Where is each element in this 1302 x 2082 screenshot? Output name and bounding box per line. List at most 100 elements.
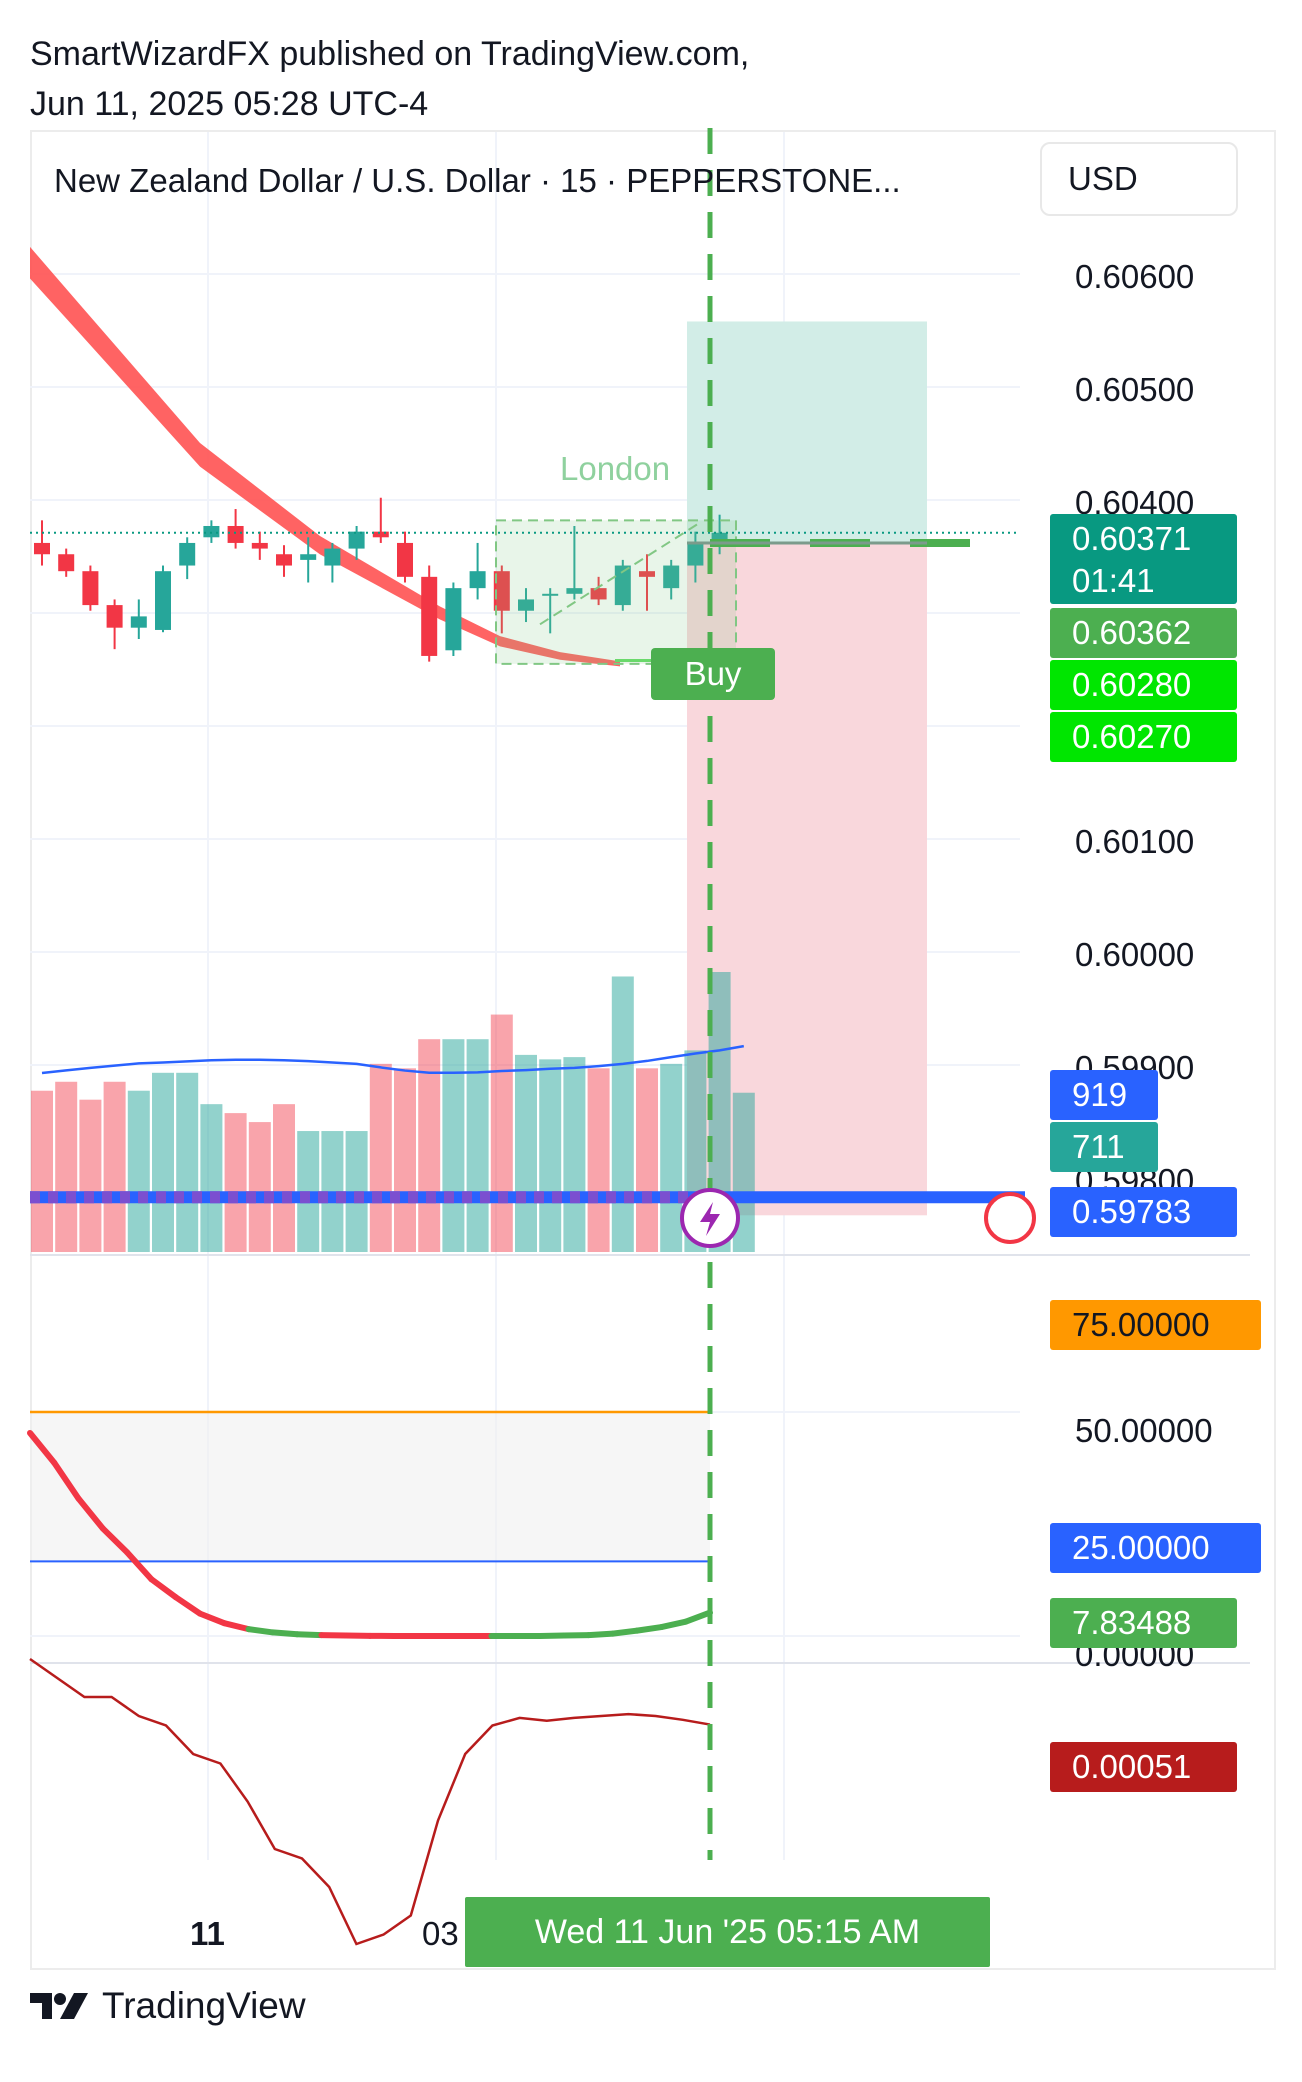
buy-signal-tag: Buy (651, 648, 775, 700)
volume-bar (539, 1059, 562, 1252)
oscillator-segment (197, 1610, 228, 1627)
tradingview-logo-icon (30, 1993, 88, 2019)
candle-body (372, 531, 389, 538)
oscillator-segment (585, 1630, 616, 1639)
volume-bar (152, 1072, 174, 1252)
candle-body (58, 554, 75, 572)
candle-body (566, 588, 583, 594)
profit-zone (687, 321, 927, 543)
price-label-signal-low: 0.60270 (1050, 712, 1237, 762)
last-price: 0.60371 (1072, 520, 1192, 557)
macd-pane (29, 1657, 711, 1946)
candle-body (518, 599, 534, 611)
volume-label: 711 (1050, 1122, 1158, 1172)
overbought-label: 75.00000 (1050, 1300, 1261, 1350)
volume-bar (515, 1054, 537, 1252)
oscillator-segment (148, 1576, 179, 1601)
tradingview-logo-text: TradingView (102, 1985, 306, 2026)
candle-body (227, 525, 244, 543)
candle-body (300, 554, 317, 560)
volume-ma-label: 919 (1050, 1070, 1158, 1120)
volume-bar (587, 1068, 610, 1252)
oscillator-pane (27, 1410, 713, 1639)
volume-bar (200, 1104, 223, 1252)
lightning-bolt (700, 1202, 720, 1236)
candles (34, 497, 728, 662)
oscillator-segment (124, 1549, 155, 1583)
crosshair-time-label: Wed 11 Jun '25 05:15 AM (465, 1897, 990, 1967)
x-tick-03: 03 (422, 1915, 459, 1952)
oscillator-segment (99, 1525, 131, 1556)
candle-body (542, 593, 559, 596)
candle-body (397, 542, 413, 577)
candle-body (711, 532, 728, 543)
volume-bar (224, 1113, 247, 1252)
candle-body (445, 588, 462, 651)
candle-body (687, 542, 704, 566)
us-flag-icon (984, 1192, 1036, 1244)
crosshair (680, 128, 1036, 1860)
candle-body (639, 571, 655, 577)
oscillator-segment (27, 1429, 58, 1466)
candle-body (421, 576, 438, 656)
y-tick: 0.60000 (1075, 936, 1195, 973)
chart-canvas[interactable] (0, 0, 1302, 1970)
volume-bar (79, 1099, 102, 1252)
oscillator-label: 7.83488 (1050, 1598, 1237, 1648)
volume-bar (31, 1090, 53, 1252)
volume-bar (611, 976, 634, 1252)
x-tick-11: 11 (190, 1915, 225, 1952)
y-tick: 0.60100 (1075, 823, 1195, 860)
macd-line (29, 1657, 711, 1946)
volume-bar (369, 1063, 392, 1252)
candle-body (348, 531, 365, 549)
volume-bar (127, 1090, 150, 1252)
publisher-line: SmartWizardFX published on TradingView.c… (30, 35, 750, 73)
currency-button[interactable]: USD (1040, 142, 1238, 216)
candle-body (179, 542, 196, 566)
candle-body (663, 565, 680, 589)
oscillator-segment (682, 1609, 713, 1625)
candle-body (203, 525, 220, 538)
volume-bar (563, 1057, 586, 1252)
y-tick: 0.60600 (1075, 258, 1195, 295)
candle-body (614, 565, 631, 606)
volume-bar (708, 972, 731, 1252)
volume-bar (660, 1063, 683, 1252)
tradingview-logo[interactable]: TradingView (30, 1978, 306, 2034)
volume-bar (636, 1068, 658, 1252)
oscillator-segment (269, 1629, 301, 1638)
candle-body (155, 571, 171, 630)
bar-countdown: 01:41 (1072, 562, 1155, 599)
volume-bar (273, 1104, 295, 1252)
volume-bar (55, 1081, 78, 1252)
session-label: London (560, 450, 671, 487)
oscillator-segment (75, 1495, 106, 1532)
chart-frame (30, 130, 1276, 1970)
volume-bar (248, 1122, 271, 1252)
osc-band (30, 1412, 710, 1562)
volume-bar (490, 1014, 513, 1252)
price-label-signal-high: 0.60280 (1050, 660, 1237, 710)
y-tick: 0.60500 (1075, 371, 1195, 408)
volume-ma-line (41, 1044, 745, 1075)
macd-label: 0.00051 (1050, 1742, 1237, 1792)
oversold-label: 25.00000 (1050, 1523, 1261, 1573)
volume-bar (394, 1068, 416, 1252)
oscillator-segment (609, 1627, 641, 1637)
oscillator-segment (294, 1631, 325, 1639)
publish-date: Jun 11, 2025 05:28 UTC-4 (30, 85, 429, 123)
symbol-title[interactable]: New Zealand Dollar / U.S. Dollar · 15 · … (54, 162, 901, 199)
candle-body (34, 542, 50, 555)
volume-bar (442, 1039, 465, 1252)
candle-body (82, 571, 99, 606)
level-label: 0.59783 (1050, 1187, 1237, 1237)
candle-body (324, 548, 341, 566)
oscillator-segment (51, 1459, 82, 1502)
volume-bar (176, 1072, 199, 1252)
oscillator-segment (658, 1618, 689, 1631)
price-label-entry: 0.60362 (1050, 608, 1237, 658)
oscillator-segment (245, 1626, 276, 1636)
last-price-label: 0.60371 01:41 (1050, 514, 1237, 604)
candle-body (590, 588, 607, 600)
